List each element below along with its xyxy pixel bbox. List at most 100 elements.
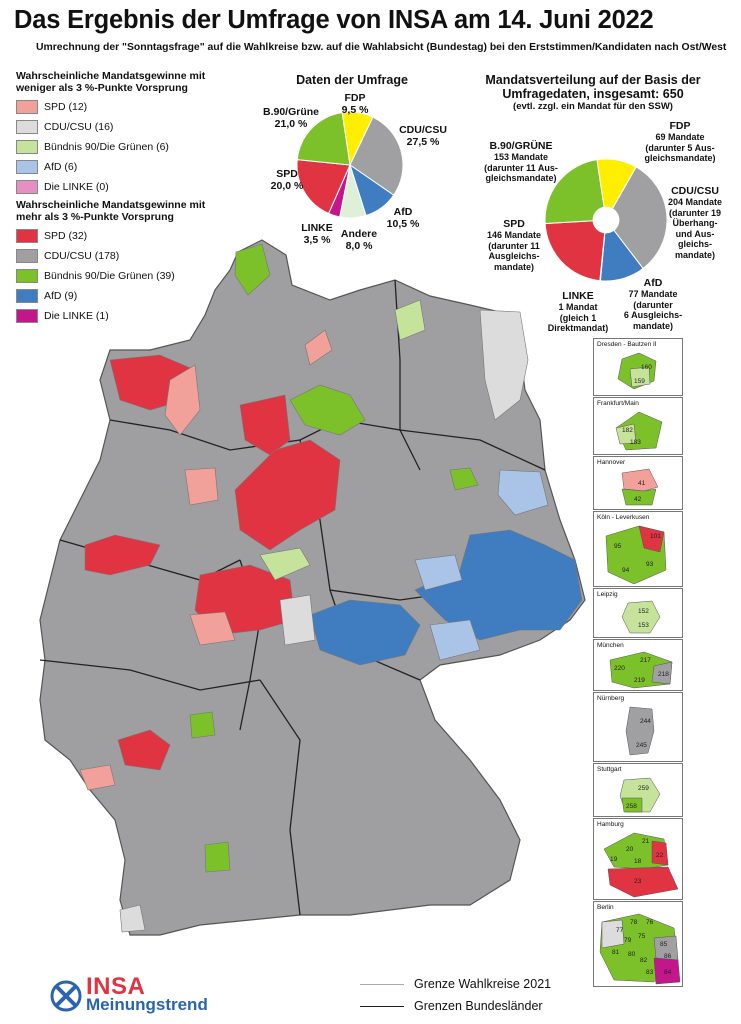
legend-label: Die LINKE (1) xyxy=(44,310,109,322)
region-spd xyxy=(234,439,341,551)
poll-label-afd: AfD 10,5 % xyxy=(386,206,420,230)
seat-label-cdu-name: CDU/CSU xyxy=(671,185,719,197)
poll-label-linke: LINKE 3,5 % xyxy=(301,222,333,246)
legend-bundeslaender-label: Grenzen Bundesländer xyxy=(414,999,543,1013)
inset-number: 19 xyxy=(610,856,618,863)
legend-strong-list: SPD (32) CDU/CSU (178) Bündnis 90/Die Gr… xyxy=(16,226,226,326)
region-spd-weak xyxy=(304,329,333,366)
region-spd xyxy=(84,534,161,576)
insa-logo: INSA Meinungstrend xyxy=(48,975,208,1014)
seat-label-gruene: B.90/GRÜNE 153 Mandate (darunter 11 Aus-… xyxy=(476,140,566,184)
inset-number: 80 xyxy=(628,951,636,958)
inset-title: Dresden - Bautzen II xyxy=(597,341,657,348)
inset-hamburg: Hamburg 21 20 22 19 18 23 xyxy=(593,818,683,900)
inset-number: 18 xyxy=(634,858,642,865)
legend-item: Die LINKE (0) xyxy=(16,177,226,197)
region-afd-weak xyxy=(429,619,481,661)
seat-label-afd-name: AfD xyxy=(643,277,663,289)
inset-frankfurt: Frankfurt/Main 182 183 xyxy=(593,397,683,455)
inset-title: Hamburg xyxy=(597,821,624,828)
inset-number: 159 xyxy=(634,378,645,385)
legend-item: AfD (9) xyxy=(16,286,226,306)
inset-number: 84 xyxy=(664,969,672,976)
legend-item: AfD (6) xyxy=(16,157,226,177)
legend-item: Bündnis 90/Die Grünen (39) xyxy=(16,266,226,286)
legend-label: Die LINKE (0) xyxy=(44,181,109,193)
seat-chart-note: (evtl. zzgl. ein Mandat für den SSW) xyxy=(513,101,673,112)
legend-weak-list: SPD (12) CDU/CSU (16) Bündnis 90/Die Grü… xyxy=(16,97,226,197)
donut-hole xyxy=(592,206,620,234)
legend-strong-heading: Wahrscheinliche Mandatsgewinne mit mehr … xyxy=(16,199,206,223)
inset-map: 78 76 77 79 75 81 80 82 85 86 84 83 xyxy=(599,913,681,985)
logo-sub: Meinungstrend xyxy=(86,995,208,1014)
legend-label: SPD (12) xyxy=(44,101,88,113)
region-cdu-weak xyxy=(479,309,529,421)
legend-item: CDU/CSU (178) xyxy=(16,246,226,266)
inset-title: Berlin xyxy=(597,904,614,911)
region-gruene xyxy=(234,243,271,296)
legend-item: SPD (12) xyxy=(16,97,226,117)
inset-map: 101 95 93 94 xyxy=(605,525,667,585)
inset-number: 83 xyxy=(646,969,654,976)
seat-label-spd-detail: 146 Mandate (darunter 11 Ausgleichs- man… xyxy=(486,230,542,272)
region-gruene-weak xyxy=(259,547,311,581)
legend-label: AfD (6) xyxy=(44,161,78,173)
boundary-legend: Grenze Wahlkreise 2021 Grenzen Bundeslän… xyxy=(360,975,551,1015)
inset-title: Köln - Leverkusen xyxy=(597,514,650,521)
region-spd-weak xyxy=(79,764,116,791)
inset-number: 101 xyxy=(650,533,661,540)
inset-dresden: Dresden - Bautzen II 160 159 xyxy=(593,338,683,396)
region-spd-weak xyxy=(189,611,236,646)
poll-pie-chart xyxy=(296,111,404,219)
inset-map: 21 20 22 19 18 23 xyxy=(603,832,679,898)
inset-title: Nürnberg xyxy=(597,695,625,702)
pie-slice-spd xyxy=(296,159,351,215)
inset-number: 76 xyxy=(646,919,654,926)
page-title: Das Ergebnis der Umfrage von INSA am 14.… xyxy=(14,6,654,34)
inset-map: 152 153 xyxy=(621,600,661,634)
poll-label-fdp: FDP 9,5 % xyxy=(341,92,369,116)
inset-number: 219 xyxy=(634,677,645,684)
inset-berlin: Berlin 78 76 77 79 75 81 80 82 85 86 84 … xyxy=(593,901,683,987)
pie-slice-cdu-csu xyxy=(349,116,404,196)
region-spd-weak xyxy=(164,364,201,436)
region-cdu-weak xyxy=(119,904,146,933)
inset-map: 41 42 xyxy=(621,468,659,506)
pie-slice-spd xyxy=(544,219,607,282)
inset-number: 218 xyxy=(658,671,669,678)
logo-x-icon xyxy=(50,980,82,1012)
inset-number: 258 xyxy=(626,803,637,810)
inset-map: 244 245 xyxy=(625,706,655,756)
legend-line-light xyxy=(360,983,404,985)
seat-label-afd-detail: 77 Mandate (darunter 6 Ausgleichs- manda… xyxy=(623,289,683,331)
legend-label: CDU/CSU (178) xyxy=(44,250,120,262)
region-gruene-weak xyxy=(394,299,426,341)
region-afd-weak xyxy=(497,469,549,516)
inset-leipzig: Leipzig 152 153 xyxy=(593,588,683,638)
region-afd-weak xyxy=(414,554,463,591)
region-gruene xyxy=(204,841,231,873)
region-gruene xyxy=(289,384,366,436)
poll-label-spd: SPD 20,0 % xyxy=(270,168,304,192)
seat-label-gruene-name: B.90/GRÜNE xyxy=(489,140,553,152)
legend-swatch xyxy=(16,269,38,283)
inset-number: 22 xyxy=(656,852,664,859)
legend-swatch xyxy=(16,249,38,263)
inset-title: Leipzig xyxy=(597,591,618,598)
inset-number: 183 xyxy=(630,439,641,446)
legend-swatch xyxy=(16,289,38,303)
inset-number: 75 xyxy=(638,933,646,940)
inset-number: 20 xyxy=(626,846,634,853)
poll-label-cdu: CDU/CSU 27,5 % xyxy=(399,124,447,148)
inset-number: 93 xyxy=(646,561,654,568)
legend-swatch xyxy=(16,160,38,174)
inset-number: 244 xyxy=(640,718,651,725)
legend-label: Bündnis 90/Die Grünen (6) xyxy=(44,141,169,153)
seat-label-linke-detail: 1 Mandat (gleich 1 Direktmandat) xyxy=(547,302,609,333)
inset-koeln: Köln - Leverkusen 101 95 93 94 xyxy=(593,511,683,587)
seat-label-linke-name: LINKE xyxy=(562,290,594,302)
inset-number: 86 xyxy=(664,953,672,960)
seat-label-afd: AfD 77 Mandate (darunter 6 Ausgleichs- m… xyxy=(613,277,693,331)
inset-nuernberg: Nürnberg 244 245 xyxy=(593,692,683,762)
